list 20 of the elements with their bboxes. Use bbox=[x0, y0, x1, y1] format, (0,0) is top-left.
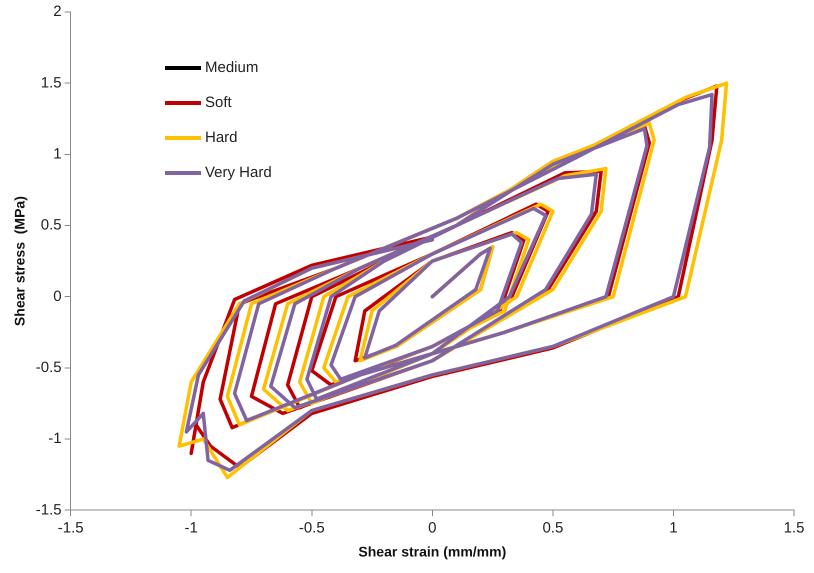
legend-label: Medium bbox=[205, 59, 258, 76]
x-axis-title: Shear strain (mm/mm) bbox=[358, 543, 506, 560]
y-axis-title: Shear stress (MPa) bbox=[11, 196, 28, 326]
y-tick-label: 1 bbox=[53, 145, 62, 162]
x-tick-label: 1 bbox=[669, 519, 678, 536]
y-tick-label: -0.5 bbox=[36, 359, 62, 376]
y-tick-label: 0 bbox=[53, 288, 62, 305]
y-tick-label: 0.5 bbox=[40, 216, 62, 234]
legend-label: Hard bbox=[205, 129, 238, 146]
y-tick-label: -1.5 bbox=[36, 501, 62, 518]
x-tick-label: 0.5 bbox=[542, 519, 564, 536]
x-tick-label: 1.5 bbox=[784, 519, 804, 536]
legend-label: Soft bbox=[205, 94, 232, 111]
y-tick-label: 1.5 bbox=[40, 74, 62, 92]
x-tick-label: -0.5 bbox=[298, 519, 325, 536]
x-tick-label: 0 bbox=[428, 519, 436, 536]
legend-label: Very Hard bbox=[205, 164, 272, 181]
y-tick-label: 2 bbox=[53, 3, 62, 20]
y-tick-label: -1 bbox=[48, 430, 62, 448]
x-tick-label: -1 bbox=[184, 519, 198, 536]
